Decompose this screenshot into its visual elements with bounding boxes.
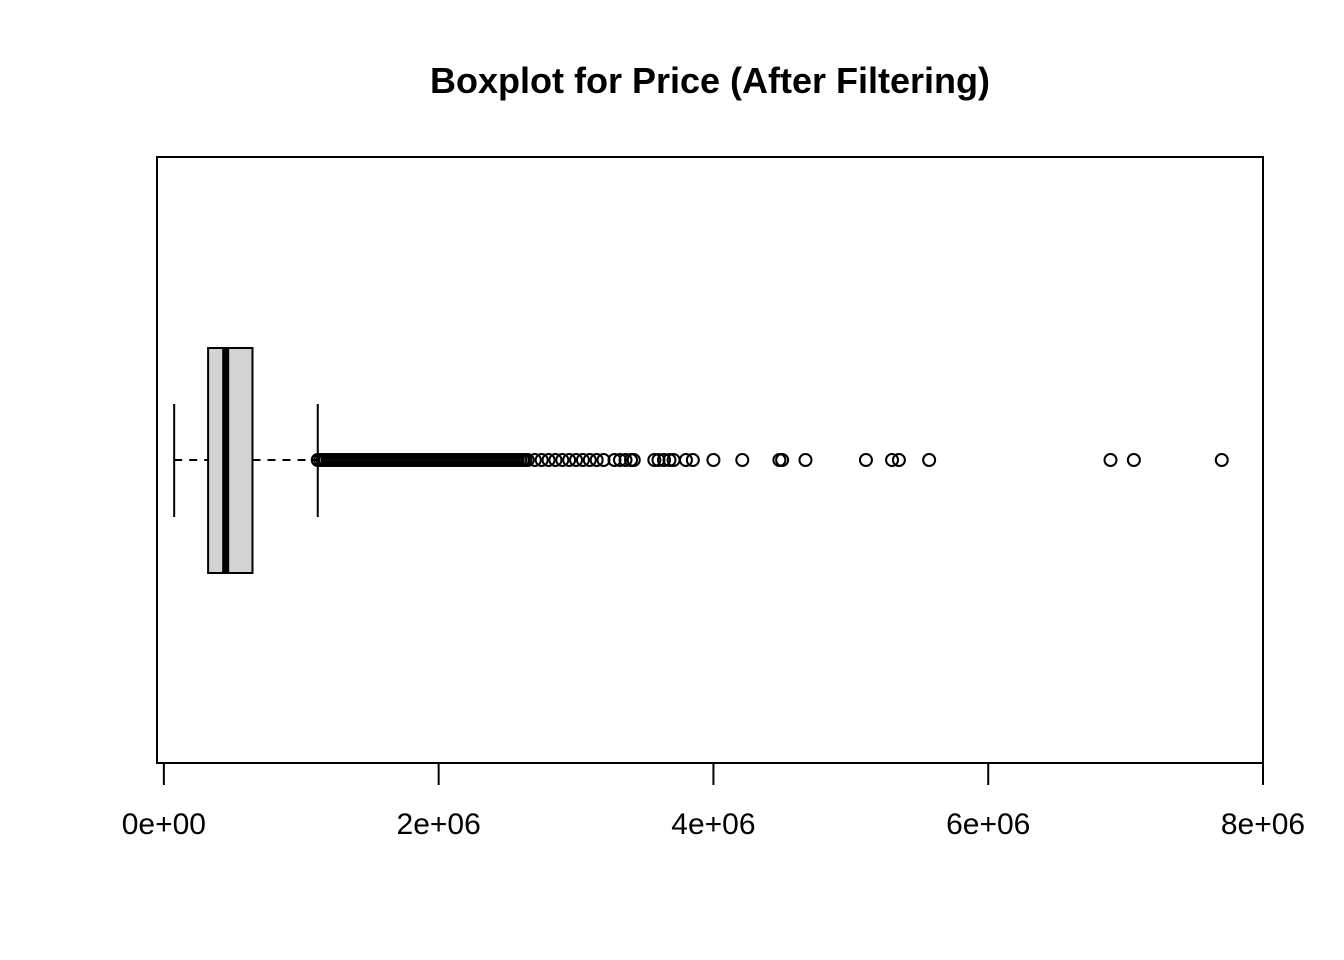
box-group (173, 347, 319, 574)
outlier-point (685, 453, 700, 467)
interquartile-box (207, 347, 254, 574)
outlier-point (706, 453, 721, 467)
outlier-point (885, 453, 900, 467)
outlier-point (569, 453, 584, 467)
x-tick-label: 8e+06 (1221, 808, 1305, 841)
outlier-point (555, 453, 570, 467)
outlier-point (678, 453, 693, 467)
outlier-point (656, 453, 671, 467)
outlier-point (527, 453, 542, 467)
outlier-point (626, 453, 641, 467)
outlier-point (798, 453, 813, 467)
outlier-point (541, 453, 556, 467)
x-tick-label: 0e+00 (122, 808, 206, 841)
outlier-point (596, 453, 611, 467)
outlier-point (775, 453, 790, 467)
outlier-point (589, 453, 604, 467)
outlier-point (575, 453, 590, 467)
outlier-point (520, 453, 535, 467)
outlier-point (647, 453, 662, 467)
outlier-point (891, 453, 906, 467)
x-axis: 0e+00 2e+06 4e+06 6e+06 8e+06 (122, 762, 1305, 841)
outlier-point (922, 453, 937, 467)
outlier-point (618, 453, 633, 467)
x-tick-label: 6e+06 (946, 808, 1030, 841)
outlier-point (651, 453, 666, 467)
outlier-point (858, 453, 873, 467)
outlier-point (562, 453, 577, 467)
outlier-point (613, 453, 628, 467)
x-tick-label: 2e+06 (397, 808, 481, 841)
outliers-group (310, 453, 1229, 467)
outlier-point (1214, 453, 1229, 467)
outlier-point (582, 453, 597, 467)
outlier-point (548, 453, 563, 467)
chart-title: Boxplot for Price (After Filtering) (430, 60, 990, 101)
outlier-point (534, 453, 549, 467)
x-tick-label: 4e+06 (671, 808, 755, 841)
outlier-point (1126, 453, 1141, 467)
outlier-point (662, 453, 677, 467)
outlier-point (1103, 453, 1118, 467)
outlier-point (607, 453, 622, 467)
outlier-point (735, 453, 750, 467)
